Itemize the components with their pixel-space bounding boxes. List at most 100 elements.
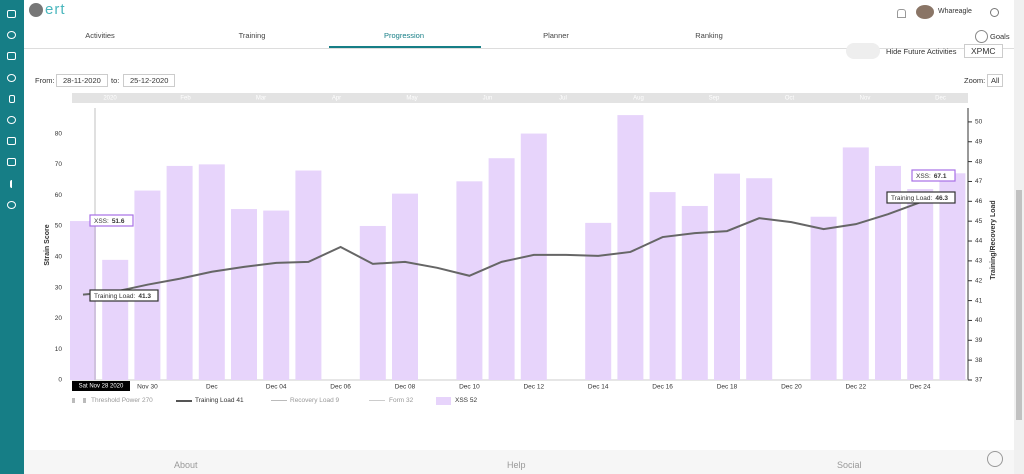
legend-swatch — [369, 400, 385, 401]
footer-link[interactable]: Help — [507, 460, 526, 470]
from-label: From: — [35, 76, 55, 85]
y2-tick-label: 50 — [975, 119, 983, 126]
navigator-label: 2020 — [103, 96, 117, 102]
goals-icon[interactable] — [975, 30, 988, 43]
legend-item[interactable]: Threshold Power 270 — [91, 397, 153, 404]
navigator-label: Aug — [633, 96, 644, 102]
x-tick-label: Dec 20 — [781, 384, 802, 391]
nav-icon[interactable] — [7, 52, 16, 60]
y-axis-title: Strain Score — [44, 224, 51, 265]
y2-tick-label: 41 — [975, 297, 983, 304]
user-name[interactable]: Whareagle — [938, 8, 972, 15]
navigator-label: Apr — [332, 96, 341, 102]
bar — [295, 170, 322, 380]
legend-item[interactable]: XSS 52 — [455, 397, 477, 404]
x-tick-label: Dec 24 — [910, 384, 931, 391]
logo-icon[interactable] — [29, 3, 43, 17]
crosshair-label: Sat Nov 28 2020 — [79, 384, 124, 390]
menu-icon[interactable] — [7, 10, 16, 18]
x-tick-label: Nov 30 — [137, 384, 158, 391]
bar — [649, 192, 676, 380]
y2-tick-label: 47 — [975, 178, 983, 185]
bar — [746, 178, 773, 380]
tooltip — [886, 191, 956, 204]
to-label: to: — [111, 76, 120, 85]
nav-icon[interactable] — [9, 95, 15, 103]
y2-tick-label: 48 — [975, 158, 983, 165]
tooltip-label: XSS: — [916, 173, 931, 180]
tooltip-text: XSS: 51.6 — [94, 218, 125, 225]
tab-active[interactable]: Progression — [383, 31, 425, 40]
logo[interactable]: ert — [45, 1, 66, 18]
bar — [939, 173, 966, 380]
bell-icon[interactable] — [897, 9, 906, 18]
tab[interactable]: Ranking — [695, 31, 723, 40]
legend-label: Form — [389, 397, 405, 404]
nav-icon[interactable] — [10, 180, 14, 188]
legend-item[interactable]: Form 32 — [389, 397, 413, 404]
tooltip-text: Training Load: 46.3 — [891, 195, 948, 202]
navigator-label: May — [406, 96, 417, 102]
nav-icon[interactable] — [7, 158, 16, 166]
tab[interactable]: Activities — [85, 31, 115, 40]
tooltip-value: 41.3 — [138, 293, 151, 300]
y-tick-label: 20 — [55, 315, 63, 322]
tab[interactable]: Training — [238, 31, 266, 40]
footer-link[interactable]: About — [174, 460, 198, 470]
to-input[interactable]: 25-12-2020 — [123, 74, 176, 87]
y-tick-label: 10 — [55, 346, 63, 353]
tab-underline — [329, 46, 481, 48]
navigator-label: Jun — [483, 96, 493, 102]
sidebar — [0, 0, 24, 474]
navigator-label: Mar — [256, 96, 266, 102]
y2-tick-label: 42 — [975, 277, 983, 284]
nav-icon[interactable] — [7, 137, 16, 145]
nav-icon[interactable] — [7, 74, 16, 82]
goals[interactable]: Goals — [990, 32, 1010, 41]
scrollbar[interactable] — [1014, 0, 1024, 474]
toggle[interactable] — [846, 43, 880, 59]
x-tick-label: Dec 16 — [652, 384, 673, 391]
tooltip — [89, 289, 159, 302]
legend-label: Threshold Power — [91, 397, 141, 404]
legend-swatch — [436, 397, 451, 405]
bar — [263, 210, 290, 380]
bar — [810, 216, 837, 380]
legend-item[interactable]: Recovery Load 9 — [290, 397, 339, 404]
legend-swatch — [176, 400, 192, 402]
tooltip-value: 51.6 — [112, 218, 125, 225]
view-select[interactable]: XPMC — [964, 44, 1003, 58]
x-tick-label: Dec 18 — [717, 384, 738, 391]
y-tick-label: 0 — [58, 377, 62, 384]
nav-icon[interactable] — [7, 116, 16, 124]
legend-value: 41 — [236, 397, 244, 404]
footer-link[interactable]: Social — [837, 460, 862, 470]
from-input[interactable]: 28-11-2020 — [56, 74, 108, 87]
y2-tick-label: 43 — [975, 258, 983, 265]
tooltip-text: Training Load: 41.3 — [94, 293, 151, 300]
tooltip — [89, 214, 134, 227]
tooltip-value: 67.1 — [934, 173, 947, 180]
scroll-top-button[interactable] — [987, 451, 1003, 467]
bar — [359, 225, 386, 380]
legend-value: 32 — [405, 397, 414, 404]
nav-icon[interactable] — [7, 201, 16, 209]
nav-icon[interactable] — [7, 31, 16, 39]
footer — [24, 450, 1014, 474]
navigator-label: Jul — [559, 96, 567, 102]
y2-tick-label: 38 — [975, 357, 983, 364]
zoom-button[interactable]: All — [987, 74, 1004, 87]
tab[interactable]: Planner — [543, 31, 569, 40]
bar — [166, 165, 193, 380]
toggle-label: Hide Future Activities — [886, 47, 957, 56]
legend-item[interactable]: Training Load 41 — [195, 397, 244, 404]
y-tick-label: 50 — [55, 223, 63, 230]
avatar[interactable] — [916, 5, 934, 19]
x-tick-label: Dec 22 — [845, 384, 866, 391]
settings-icon[interactable] — [990, 8, 999, 17]
bar — [456, 181, 483, 380]
legend-value: 270 — [141, 397, 153, 404]
y2-tick-label: 49 — [975, 138, 983, 145]
